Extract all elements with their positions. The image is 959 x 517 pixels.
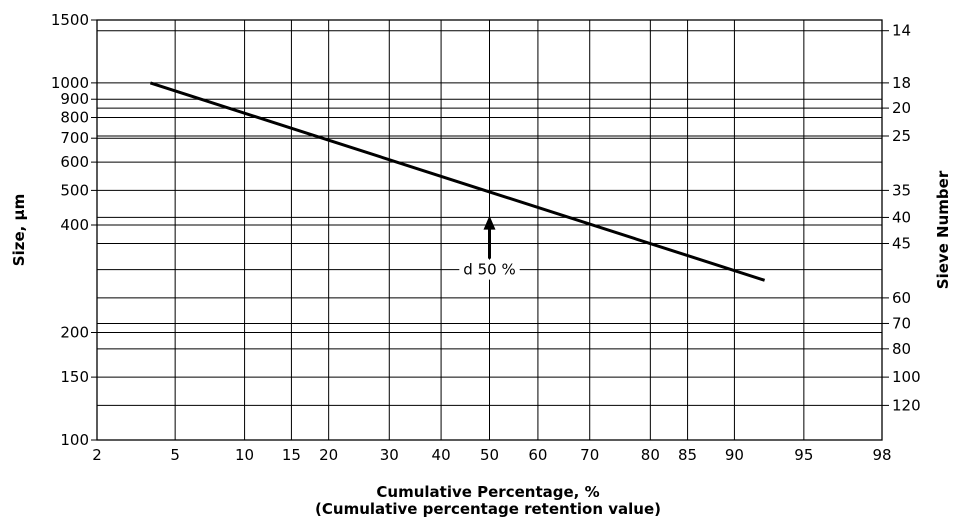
data-series: [149, 81, 766, 282]
y2-tick-label: 18: [892, 74, 911, 92]
d50-label-background: [459, 259, 520, 280]
x-tick-label: 10: [235, 446, 254, 464]
x-axis-title: Cumulative Percentage, %: [376, 483, 599, 501]
y2-tick-label: 120: [892, 396, 921, 414]
y2-tick-label: 14: [892, 22, 911, 40]
d50-arrow-head: [483, 215, 496, 230]
y-tick-label: 800: [60, 108, 89, 126]
y-tick-label: 1000: [51, 74, 89, 92]
y-axis-title: Size, µm: [10, 194, 28, 266]
x-tick-label: 15: [282, 446, 301, 464]
y2-tick-label: 70: [892, 314, 911, 332]
d50-label: d 50 %: [463, 261, 515, 279]
y-tick-label: 100: [60, 431, 89, 449]
y-tick-label: 900: [60, 90, 89, 108]
x-tick-label: 50: [480, 446, 499, 464]
x-tick-label: 98: [872, 446, 891, 464]
y2-tick-label: 35: [892, 181, 911, 199]
y-tick-label: 1500: [51, 11, 89, 29]
y2-tick-label: 40: [892, 208, 911, 226]
x-tick-label: 90: [725, 446, 744, 464]
x-axis-subtitle: (Cumulative percentage retention value): [315, 500, 661, 517]
x-tick-label: 70: [580, 446, 599, 464]
x-tick-label: 60: [528, 446, 547, 464]
y2-tick-label: 25: [892, 127, 911, 145]
y2-tick-label: 80: [892, 340, 911, 358]
y-tick-label: 600: [60, 153, 89, 171]
y2-tick-label: 20: [892, 99, 911, 117]
d50-annotation: d 50 %: [459, 215, 520, 280]
y-tick-label: 150: [60, 368, 89, 386]
grid-lines: [97, 20, 882, 440]
y2-axis-title: Sieve Number: [934, 170, 952, 289]
x-tick-label: 30: [380, 446, 399, 464]
x-tick-label: 2: [92, 446, 102, 464]
x-tick-labels: 2 5 10 15 20 30 40 50 60 70 80 85 90 95 98: [92, 446, 891, 464]
x-tick-label: 85: [678, 446, 697, 464]
y-tick-label: 400: [60, 216, 89, 234]
y2-tick-label: 60: [892, 289, 911, 307]
series-line: [149, 81, 766, 282]
y-tick-label: 200: [60, 323, 89, 341]
x-tick-label: 95: [794, 446, 813, 464]
y2-tick-labels: 14 18 20 25 35 40 45 60 70 80 100 120: [882, 22, 921, 414]
y-tick-label: 500: [60, 181, 89, 199]
x-tick-label: 80: [641, 446, 660, 464]
y2-tick-label: 100: [892, 368, 921, 386]
plot-frame: [96, 19, 883, 441]
x-tick-label: 40: [432, 446, 451, 464]
y-tick-label: 700: [60, 129, 89, 147]
x-tick-label: 5: [170, 446, 180, 464]
x-tick-label: 20: [319, 446, 338, 464]
y2-tick-label: 45: [892, 235, 911, 253]
